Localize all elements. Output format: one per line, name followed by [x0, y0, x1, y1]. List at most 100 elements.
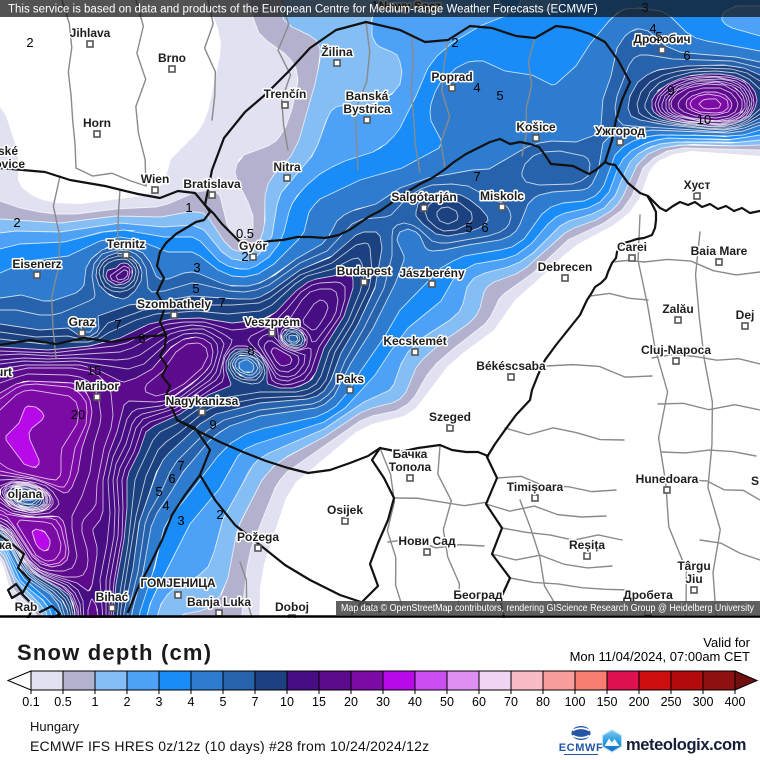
svg-text:Târgu: Târgu: [677, 559, 710, 573]
svg-text:Jászberény: Jászberény: [399, 266, 465, 280]
svg-text:4: 4: [162, 498, 169, 513]
svg-text:Žilina: Žilina: [321, 44, 353, 59]
svg-text:Nagykanizsa: Nagykanizsa: [166, 394, 239, 408]
svg-text:Mon 11/04/2024, 07:00am CET: Mon 11/04/2024, 07:00am CET: [570, 649, 750, 664]
svg-text:Poprad: Poprad: [431, 70, 472, 84]
svg-text:7: 7: [114, 317, 121, 332]
svg-text:This service is based on data: This service is based on data and produc…: [8, 4, 598, 16]
svg-text:400: 400: [725, 695, 746, 709]
svg-text:Brno: Brno: [158, 51, 186, 65]
svg-text:Bystrica: Bystrica: [343, 102, 391, 116]
svg-text:Szeged: Szeged: [429, 410, 471, 424]
svg-text:ека: ека: [0, 538, 12, 552]
svg-text:ské: ské: [0, 144, 18, 158]
svg-text:meteologix.com: meteologix.com: [626, 736, 746, 754]
svg-text:Salgótarján: Salgótarján: [391, 190, 456, 204]
svg-text:Timișoara: Timișoara: [507, 480, 564, 494]
svg-text:0.5: 0.5: [54, 695, 71, 709]
svg-text:Ужгород: Ужгород: [595, 124, 645, 138]
svg-text:Košice: Košice: [516, 120, 556, 134]
svg-text:Дробета: Дробета: [623, 588, 673, 602]
svg-text:Нови Сад: Нови Сад: [398, 534, 456, 548]
svg-text:Kecskemét: Kecskemét: [383, 334, 446, 348]
svg-text:Map data © OpenStreetMap contr: Map data © OpenStreetMap contributors, r…: [341, 602, 755, 614]
svg-text:Veszprém: Veszprém: [244, 315, 300, 329]
svg-text:jovice: jovice: [0, 157, 25, 171]
svg-text:Horn: Horn: [83, 116, 111, 130]
svg-text:4: 4: [188, 695, 195, 709]
svg-text:2: 2: [13, 215, 20, 230]
svg-text:4: 4: [473, 80, 480, 95]
svg-text:9: 9: [667, 83, 674, 98]
svg-text:2: 2: [124, 695, 131, 709]
svg-text:ECMWF IFS HRES 0z/12z (10 days: ECMWF IFS HRES 0z/12z (10 days) #28 from…: [30, 738, 429, 754]
svg-text:Jiu: Jiu: [685, 572, 702, 586]
svg-text:Београд: Београд: [453, 588, 503, 602]
svg-text:Győr: Győr: [239, 239, 267, 253]
svg-text:20: 20: [71, 407, 85, 422]
svg-text:5: 5: [220, 695, 227, 709]
svg-text:5: 5: [465, 220, 472, 235]
svg-text:ECMWF: ECMWF: [559, 742, 604, 754]
svg-text:2: 2: [451, 35, 458, 50]
svg-text:10: 10: [280, 695, 294, 709]
svg-text:250: 250: [661, 695, 682, 709]
svg-text:Ternitz: Ternitz: [107, 237, 145, 251]
svg-text:5: 5: [155, 484, 162, 499]
svg-text:80: 80: [536, 695, 550, 709]
svg-text:Bihać: Bihać: [96, 590, 129, 604]
svg-text:60: 60: [472, 695, 486, 709]
svg-text:Cluj-Napoca: Cluj-Napoca: [641, 343, 711, 357]
svg-text:1: 1: [185, 200, 192, 215]
svg-text:3: 3: [156, 695, 163, 709]
svg-text:2: 2: [26, 35, 33, 50]
svg-text:Хуст: Хуст: [684, 178, 711, 192]
svg-text:Debrecen: Debrecen: [538, 260, 593, 274]
svg-text:Wien: Wien: [141, 172, 170, 186]
svg-text:5: 5: [496, 88, 503, 103]
svg-text:Carei: Carei: [617, 240, 647, 254]
svg-text:Baia Mare: Baia Mare: [691, 244, 748, 258]
svg-text:Szombathely: Szombathely: [137, 297, 211, 311]
svg-text:7: 7: [218, 295, 225, 310]
svg-text:6: 6: [168, 471, 175, 486]
svg-text:5: 5: [192, 281, 199, 296]
svg-text:Jihlava: Jihlava: [70, 26, 111, 40]
svg-text:Hungary: Hungary: [30, 719, 80, 734]
svg-text:S: S: [751, 474, 759, 488]
svg-text:Miskolc: Miskolc: [480, 189, 524, 203]
svg-text:Zalău: Zalău: [662, 302, 693, 316]
svg-text:furt: furt: [0, 365, 12, 379]
svg-text:oljana: oljana: [8, 487, 43, 501]
svg-text:Békéscsaba: Békéscsaba: [476, 359, 546, 373]
svg-text:Dej: Dej: [736, 308, 755, 322]
svg-text:Budapest: Budapest: [337, 264, 392, 278]
svg-text:Doboj: Doboj: [275, 600, 309, 614]
svg-text:6: 6: [683, 48, 690, 63]
svg-text:8: 8: [138, 331, 145, 346]
svg-text:3: 3: [177, 513, 184, 528]
svg-text:Nitra: Nitra: [273, 160, 301, 174]
svg-text:ГОМЈЕНИЦА: ГОМЈЕНИЦА: [140, 576, 216, 590]
svg-text:8: 8: [247, 343, 254, 358]
svg-text:Rab: Rab: [15, 600, 38, 614]
svg-text:15: 15: [312, 695, 326, 709]
svg-text:Hunedoara: Hunedoara: [636, 472, 699, 486]
svg-text:Eisenerz: Eisenerz: [12, 257, 61, 271]
svg-text:100: 100: [565, 695, 586, 709]
svg-text:Banja Luka: Banja Luka: [187, 595, 251, 609]
svg-text:Požega: Požega: [237, 530, 279, 544]
svg-text:Banská: Banská: [346, 89, 389, 103]
svg-text:Maribor: Maribor: [75, 379, 119, 393]
svg-text:150: 150: [597, 695, 618, 709]
svg-text:5: 5: [655, 29, 662, 44]
svg-text:Дрогобич: Дрогобич: [633, 32, 690, 46]
svg-text:Valid for: Valid for: [703, 635, 750, 650]
svg-text:300: 300: [693, 695, 714, 709]
svg-text:30: 30: [376, 695, 390, 709]
svg-text:Osijek: Osijek: [327, 503, 363, 517]
svg-text:10: 10: [697, 112, 711, 127]
svg-text:6: 6: [481, 220, 488, 235]
svg-text:Graz: Graz: [69, 315, 96, 329]
svg-text:50: 50: [440, 695, 454, 709]
